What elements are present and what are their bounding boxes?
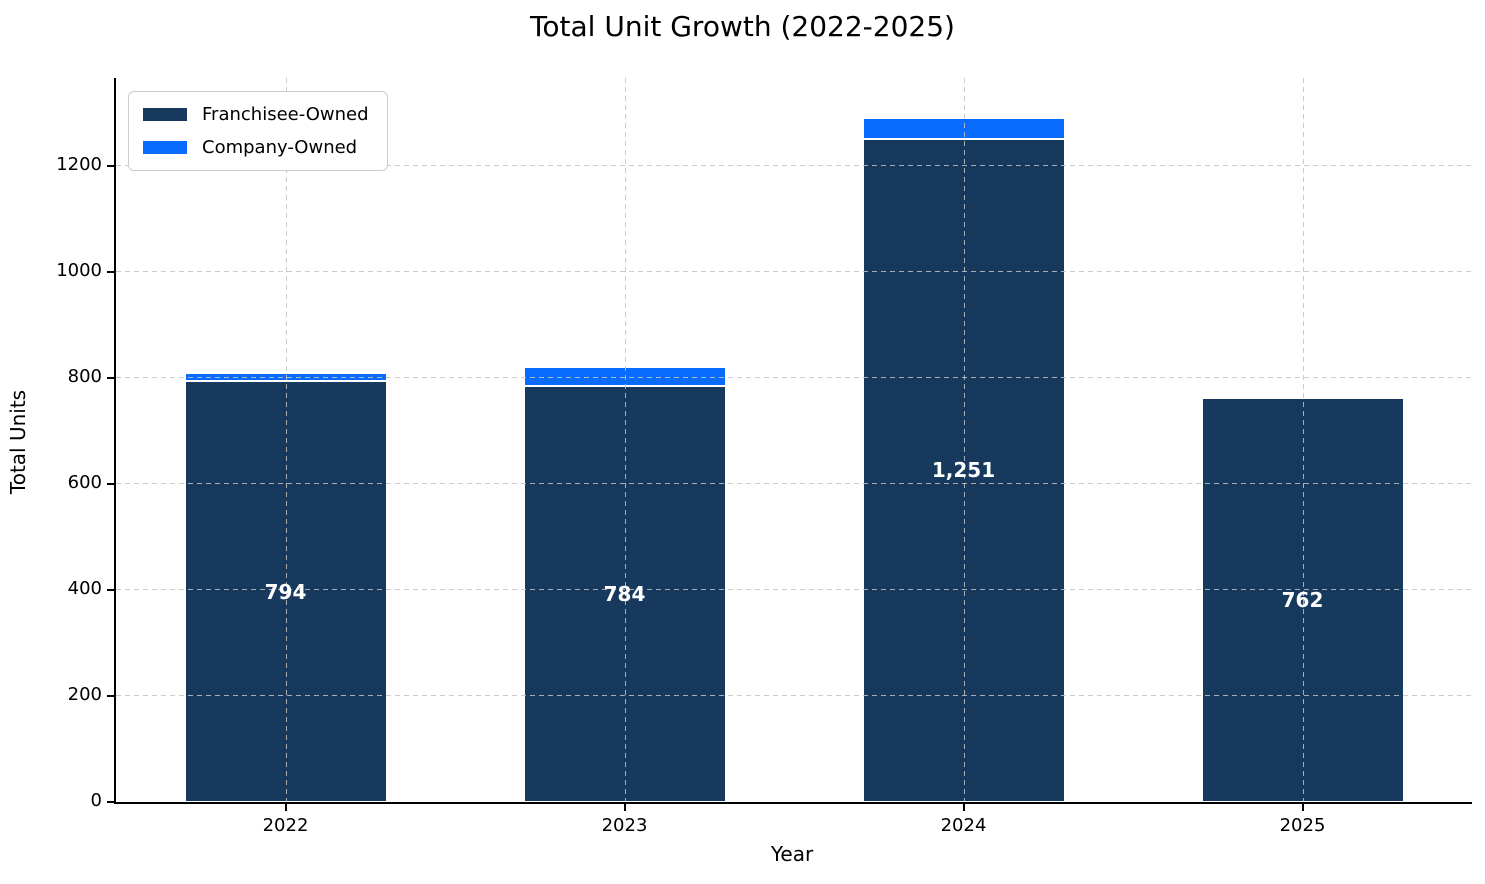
y-tick-label-1200: 1200 (56, 153, 102, 175)
y-tick-mark-1200 (107, 164, 114, 167)
x-axis-title: Year (770, 842, 814, 866)
legend: Franchisee-Owned Company-Owned (128, 91, 388, 171)
x-tick-label-2023: 2023 (601, 815, 648, 836)
y-tick-mark-800 (107, 377, 114, 379)
y-tick-label-200: 200 (67, 684, 102, 705)
x-tick-label-2024: 2024 (940, 815, 987, 836)
h-gridline-1000 (116, 271, 1472, 272)
y-tick-label-1000: 1000 (56, 260, 102, 281)
v-gridline-2024 (963, 78, 965, 802)
y-tick-mark-600 (107, 483, 114, 485)
legend-item-company-owned: Company-Owned (143, 137, 369, 158)
y-tick-label-0: 0 (90, 790, 102, 811)
chart-title: Total Unit Growth (2022-2025) (530, 10, 955, 43)
bar-value-label-2024: 1,251 (931, 458, 996, 483)
x-tick-mark-2024 (962, 804, 965, 811)
h-gridline-1200 (116, 164, 1472, 166)
x-tick-mark-2022 (284, 804, 287, 811)
h-gridline-800 (116, 377, 1472, 378)
legend-swatch-franchisee-owned-icon (143, 108, 187, 121)
legend-item-franchisee-owned: Franchisee-Owned (143, 104, 369, 125)
h-gridline-400 (116, 589, 1472, 590)
x-tick-mark-2025 (1301, 804, 1304, 811)
y-tick-mark-1000 (107, 271, 114, 273)
v-gridline-2025 (1302, 78, 1304, 802)
bar-value-label-2025: 762 (1281, 588, 1324, 613)
bar-value-label-2023: 784 (603, 582, 646, 607)
y-tick-label-800: 800 (67, 366, 102, 387)
bar-value-label-2022: 794 (264, 579, 307, 604)
v-gridline-2022 (285, 78, 287, 802)
plot-area: 794 784 1,251 762 0 200 400 600 800 1000 1200 202… (56, 78, 1472, 836)
y-tick-mark-200 (107, 695, 114, 697)
y-axis-title: Total Units (6, 389, 30, 495)
y-tick-label-400: 400 (67, 578, 102, 599)
y-tick-mark-400 (107, 589, 114, 591)
x-tick-label-2022: 2022 (262, 815, 309, 836)
y-tick-mark-0 (107, 801, 114, 803)
h-gridline-600 (116, 483, 1472, 484)
y-tick-label-600: 600 (67, 472, 102, 493)
h-gridline-200 (116, 695, 1472, 696)
legend-label-company-owned: Company-Owned (202, 137, 358, 158)
legend-label-franchisee-owned: Franchisee-Owned (202, 104, 369, 125)
v-gridline-2023 (624, 78, 626, 802)
x-tick-mark-2023 (623, 804, 626, 811)
x-tick-label-2025: 2025 (1279, 815, 1326, 836)
legend-swatch-company-owned-icon (143, 141, 187, 154)
